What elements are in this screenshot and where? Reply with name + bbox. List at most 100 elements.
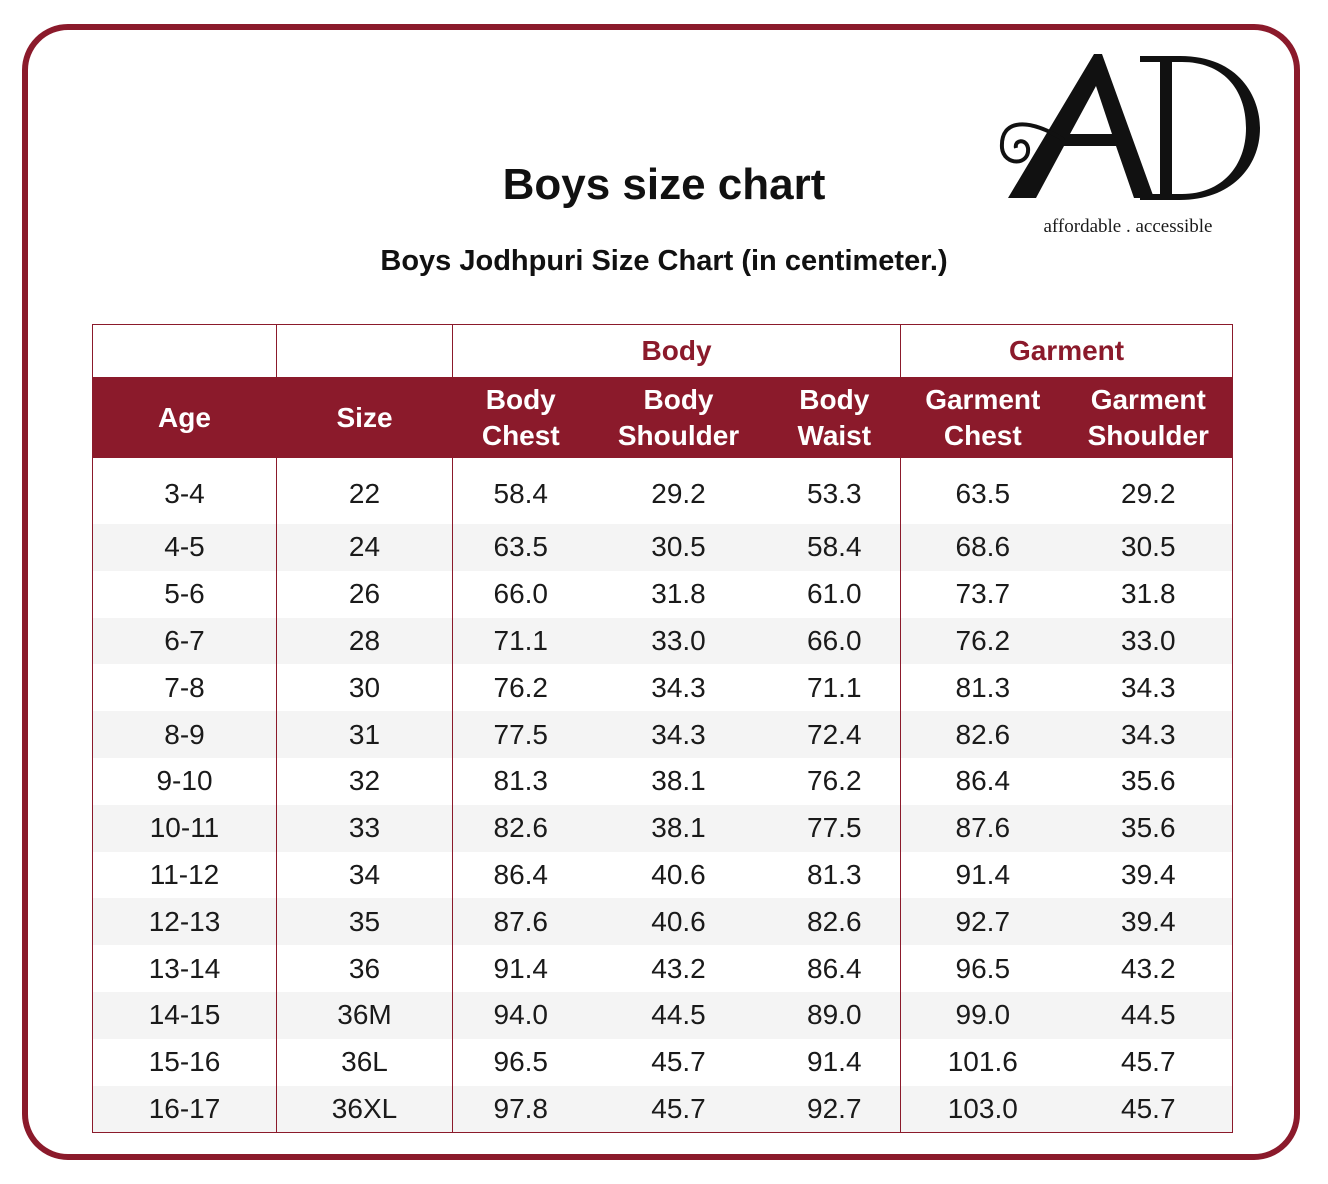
table-row: 10-11 33 82.6 38.1 77.5 87.6 35.6 xyxy=(92,804,1234,852)
column-header-body-waist: Body Waist xyxy=(768,377,902,458)
cell-body-chest: 58.4 xyxy=(493,478,549,509)
cell-size: 26 xyxy=(276,570,453,618)
column-header-garment-shoulder: Garment Shoulder xyxy=(1064,377,1234,458)
cell-age: 15-16 xyxy=(92,1038,277,1086)
cell-body-shoulder: 38.1 xyxy=(588,804,769,852)
cell-age: 5-6 xyxy=(92,570,277,618)
cell-body-shoulder: 34.3 xyxy=(588,711,769,758)
group-header-empty xyxy=(276,324,453,378)
table-row: 8-9 31 77.5 34.3 72.4 82.6 34.3 xyxy=(92,711,1234,758)
cell-body-chest: 66.0 xyxy=(493,578,549,610)
cell-body-chest: 63.5 xyxy=(452,524,589,571)
cell-garment-chest: 87.6 xyxy=(900,804,1065,852)
cell-garment-chest: 96.5 xyxy=(955,952,1011,984)
size-chart-table: Body Garment Age Size Body Chest Body Shou… xyxy=(92,324,1234,1134)
cell-body-chest: 82.6 xyxy=(452,804,589,852)
table-row: 11-12 34 86.4 40.6 81.3 91.4 39.4 xyxy=(92,851,1234,899)
cell-body-shoulder: 45.7 xyxy=(588,1085,769,1134)
cell-body-shoulder: 30.5 xyxy=(588,524,769,571)
cell-body-waist: 66.0 xyxy=(768,617,902,665)
cell-body-waist: 82.6 xyxy=(768,898,902,946)
cell-age: 6-7 xyxy=(92,617,277,665)
cell-size: 32 xyxy=(276,757,453,805)
table-row: 4-5 24 63.5 30.5 58.4 68.6 30.5 xyxy=(92,524,1234,571)
column-header-body-shoulder: Body Shoulder xyxy=(588,377,769,458)
page-frame xyxy=(22,24,1300,1160)
cell-size: 36L xyxy=(276,1038,453,1086)
cell-body-chest: 96.5 xyxy=(493,1046,549,1078)
table-row: 13-14 36 91.4 43.2 86.4 96.5 43.2 xyxy=(92,945,1234,992)
cell-body-shoulder: 29.2 xyxy=(651,478,706,509)
cell-garment-chest: 82.6 xyxy=(900,711,1065,758)
cell-body-waist: 58.4 xyxy=(768,524,902,571)
cell-garment-shoulder: 34.3 xyxy=(1064,664,1234,712)
cell-age: 13-14 xyxy=(92,945,277,992)
cell-age: 14-15 xyxy=(92,991,277,1039)
cell-size: 28 xyxy=(276,617,453,665)
cell-body-shoulder: 31.8 xyxy=(651,578,706,610)
cell-body-shoulder: 43.2 xyxy=(651,952,706,984)
cell-garment-shoulder: 35.6 xyxy=(1064,757,1234,805)
cell-body-shoulder: 44.5 xyxy=(588,991,769,1039)
cell-body-waist: 91.4 xyxy=(768,1038,902,1086)
column-header-age: Age xyxy=(92,377,277,458)
cell-age: 12-13 xyxy=(92,898,277,946)
cell-garment-chest: 68.6 xyxy=(900,524,1065,571)
cell-body-chest: 77.5 xyxy=(452,711,589,758)
cell-age: 9-10 xyxy=(92,757,277,805)
cell-size: 36M xyxy=(276,991,453,1039)
cell-body-waist: 89.0 xyxy=(768,991,902,1039)
cell-age: 4-5 xyxy=(92,524,277,571)
group-header-empty xyxy=(92,324,277,378)
table-row: 15-16 36L 96.5 45.7 91.4 101.6 45.7 xyxy=(92,1038,1234,1086)
cell-size: 36XL xyxy=(276,1085,453,1134)
cell-age: 10-11 xyxy=(92,804,277,852)
table-row: 16-17 36XL 97.8 45.7 92.7 103.0 45.7 xyxy=(92,1085,1234,1134)
table-row: 14-15 36M 94.0 44.5 89.0 99.0 44.5 xyxy=(92,991,1234,1039)
group-header-garment: Garment xyxy=(900,324,1234,378)
cell-age: 11-12 xyxy=(92,851,277,899)
cell-garment-chest: 101.6 xyxy=(947,1046,1018,1078)
cell-body-shoulder: 34.3 xyxy=(651,671,706,703)
page-subtitle: Boys Jodhpuri Size Chart (in centimeter.… xyxy=(380,245,948,277)
table-row: 7-8 30 76.2 34.3 71.1 81.3 34.3 xyxy=(92,664,1234,712)
cell-garment-shoulder: 39.4 xyxy=(1064,851,1234,899)
cell-age: 8-9 xyxy=(92,711,277,758)
cell-body-chest: 87.6 xyxy=(452,898,589,946)
cell-age: 16-17 xyxy=(92,1085,277,1134)
cell-body-shoulder: 38.1 xyxy=(651,765,706,797)
cell-age: 3-4 xyxy=(92,458,277,524)
cell-garment-shoulder: 33.0 xyxy=(1064,617,1234,665)
table-row: 3-4 22 58.4 29.2 53.3 63.5 29.2 xyxy=(92,458,1234,524)
cell-garment-chest: 86.4 xyxy=(955,765,1011,797)
table-row: 6-7 28 71.1 33.0 66.0 76.2 33.0 xyxy=(92,617,1234,665)
cell-garment-shoulder: 44.5 xyxy=(1064,991,1234,1039)
cell-body-chest: 94.0 xyxy=(452,991,589,1039)
cell-body-shoulder: 33.0 xyxy=(588,617,769,665)
cell-age: 7-8 xyxy=(92,664,277,712)
cell-garment-chest: 81.3 xyxy=(955,671,1011,703)
cell-garment-shoulder: 35.6 xyxy=(1064,804,1234,852)
cell-size: 30 xyxy=(276,664,453,712)
cell-body-chest: 71.1 xyxy=(452,617,589,665)
cell-garment-shoulder: 45.7 xyxy=(1064,1085,1234,1134)
cell-body-shoulder: 40.6 xyxy=(588,898,769,946)
cell-body-waist: 71.1 xyxy=(768,664,902,712)
cell-garment-shoulder: 45.7 xyxy=(1064,1038,1234,1086)
cell-body-shoulder: 40.6 xyxy=(651,858,706,890)
cell-garment-shoulder: 30.5 xyxy=(1064,524,1234,571)
table-row: 12-13 35 87.6 40.6 82.6 92.7 39.4 xyxy=(92,898,1234,946)
cell-garment-chest: 91.4 xyxy=(955,858,1011,890)
cell-body-waist: 77.5 xyxy=(768,804,902,852)
cell-garment-shoulder: 43.2 xyxy=(1064,945,1234,992)
ad-monogram-icon xyxy=(999,54,1260,200)
cell-garment-shoulder: 39.4 xyxy=(1064,898,1234,946)
cell-body-waist: 81.3 xyxy=(768,851,902,899)
cell-body-chest: 86.4 xyxy=(493,858,549,890)
table-row: 9-10 32 81.3 38.1 76.2 86.4 35.6 xyxy=(92,757,1234,805)
cell-garment-shoulder: 31.8 xyxy=(1064,570,1234,618)
cell-body-waist: 92.7 xyxy=(768,1085,902,1134)
table-row: 5-6 26 66.0 31.8 61.0 73.7 31.8 xyxy=(92,570,1234,618)
cell-body-chest: 91.4 xyxy=(493,952,549,984)
column-header-size: Size xyxy=(276,377,453,458)
